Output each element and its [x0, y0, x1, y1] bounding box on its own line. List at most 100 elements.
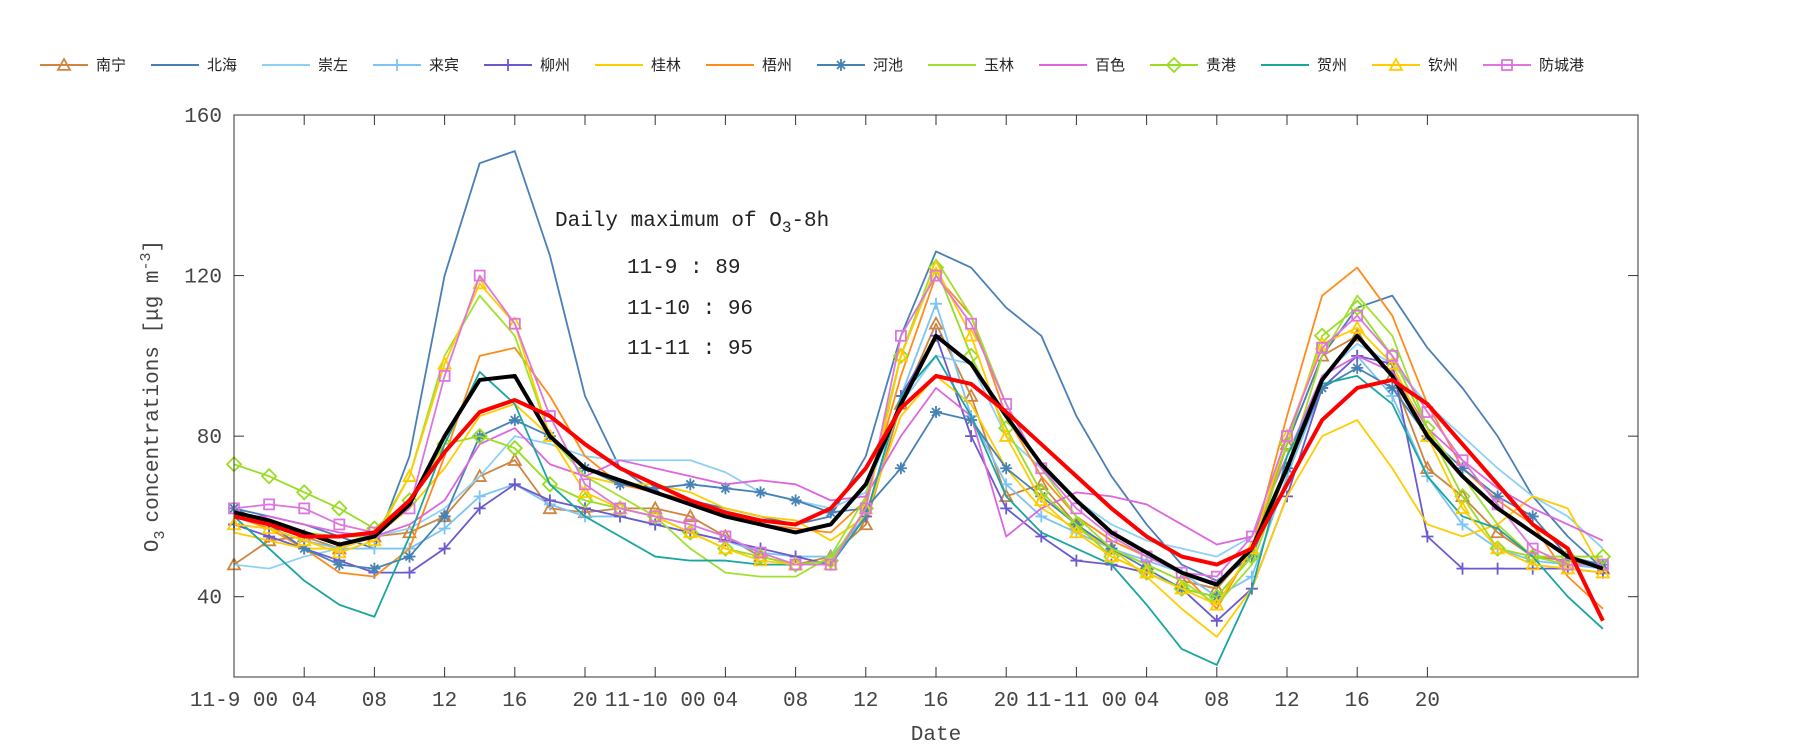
annotation-line-2: 11-10 : 96	[627, 298, 753, 321]
data-point-plus	[1421, 530, 1434, 543]
data-point-triangle	[577, 484, 593, 499]
x-tick-label: 04	[292, 690, 317, 713]
data-point-triangle	[1560, 560, 1576, 575]
data-point-diamond	[541, 476, 559, 493]
data-point-plus	[1491, 562, 1504, 575]
data-point-plus	[403, 566, 416, 579]
data-point-triangle	[1349, 327, 1365, 342]
y-tick-label: 160	[184, 106, 222, 129]
data-point-square	[1501, 58, 1513, 71]
x-tick-label: 12	[853, 690, 878, 713]
y-label-main: concentrations [μg m	[142, 270, 165, 522]
data-point-triangle	[507, 452, 523, 466]
data-point-plus	[391, 58, 403, 71]
series-station-13	[228, 269, 1609, 583]
y-tick-label: 120	[184, 267, 222, 290]
data-point-diamond	[295, 484, 313, 501]
data-point-diamond	[331, 500, 348, 517]
data-point-triangle	[682, 524, 698, 539]
series-station-6	[233, 266, 1604, 610]
data-point-triangle	[542, 428, 558, 442]
data-point-star	[930, 406, 942, 419]
data-point-square	[579, 478, 591, 491]
legend-swatch-icon	[928, 63, 976, 66]
data-point-square	[789, 558, 802, 571]
data-point-triangle	[1384, 356, 1400, 370]
series-line	[233, 274, 1603, 578]
data-point-star	[965, 414, 978, 427]
legend-swatch-icon	[151, 63, 199, 66]
annotation-line-1: 11-9 : 89	[627, 257, 740, 280]
data-point-triangle	[963, 327, 979, 342]
data-point-square	[1281, 430, 1293, 443]
data-point-diamond	[471, 427, 488, 445]
legend-label: 来宾	[429, 56, 460, 74]
legend-swatch-icon	[1150, 56, 1198, 73]
data-point-square	[1526, 542, 1539, 555]
legend-swatch-icon	[40, 56, 88, 71]
legend-swatch-icon	[1261, 63, 1309, 66]
legend-item: 防城港	[1481, 54, 1592, 75]
y-label-end: ]	[142, 240, 165, 253]
x-tick-label: 12	[432, 690, 457, 713]
x-tick-label: 08	[362, 690, 387, 713]
data-point-triangle	[1454, 500, 1471, 515]
x-tick-label: 12	[1274, 690, 1299, 713]
series-line	[233, 366, 1604, 598]
data-point-star	[835, 58, 847, 71]
legend-swatch-icon	[1039, 63, 1087, 66]
data-point-star	[649, 482, 662, 495]
data-point-triangle	[366, 532, 382, 547]
data-point-square	[684, 518, 697, 531]
data-point-triangle	[963, 388, 979, 402]
data-point-plus	[438, 522, 451, 535]
data-point-plus	[502, 58, 514, 71]
data-point-plus	[543, 494, 556, 507]
data-point-plus	[1070, 554, 1083, 567]
data-point-square	[965, 317, 977, 330]
data-point-plus	[1456, 562, 1469, 575]
data-point-triangle	[1103, 548, 1120, 563]
data-point-triangle	[331, 544, 347, 559]
series-line	[233, 373, 1605, 622]
legend-label: 北海	[207, 56, 238, 74]
legend-label: 玉林	[984, 56, 1015, 74]
data-point-triangle	[261, 520, 277, 535]
data-point-square	[614, 502, 626, 515]
legend-swatch-icon	[262, 63, 310, 66]
data-point-plus	[965, 430, 978, 443]
data-point-triangle	[1139, 564, 1155, 579]
legend-item: 来宾	[371, 54, 482, 75]
data-point-square	[859, 502, 872, 515]
data-point-diamond	[892, 347, 910, 365]
data-point-square	[1351, 309, 1364, 322]
legend-label: 贺州	[1317, 56, 1348, 74]
legend-item: 南宁	[38, 54, 149, 75]
data-point-plus	[368, 542, 381, 555]
data-point-star	[1456, 462, 1469, 475]
data-point-triangle	[1068, 524, 1084, 539]
data-point-square	[1210, 570, 1223, 583]
legend-swatch-icon	[1372, 56, 1420, 71]
series-line	[234, 354, 1604, 546]
data-point-star	[719, 482, 732, 495]
data-point-triangle	[56, 56, 72, 71]
series-station-5	[233, 375, 1604, 638]
data-point-plus	[438, 542, 451, 555]
x-tick-label: 08	[783, 690, 808, 713]
x-tick-label: 16	[502, 690, 527, 713]
legend-label: 柳州	[540, 56, 571, 74]
legend-swatch-icon	[817, 58, 865, 71]
series-line	[233, 266, 1604, 606]
x-tick-label: 11-10 00	[605, 690, 706, 713]
data-point-star	[298, 542, 311, 555]
legend-item: 河池	[815, 54, 926, 75]
legend-label: 百色	[1095, 56, 1126, 74]
data-point-star	[824, 506, 837, 519]
x-tick-label: 16	[1345, 690, 1370, 713]
series-bold-line-15	[233, 373, 1605, 622]
data-point-plus	[1456, 518, 1469, 531]
series-station-12	[226, 259, 1611, 611]
legend-item: 贵港	[1148, 54, 1259, 75]
data-point-square	[1386, 349, 1399, 362]
